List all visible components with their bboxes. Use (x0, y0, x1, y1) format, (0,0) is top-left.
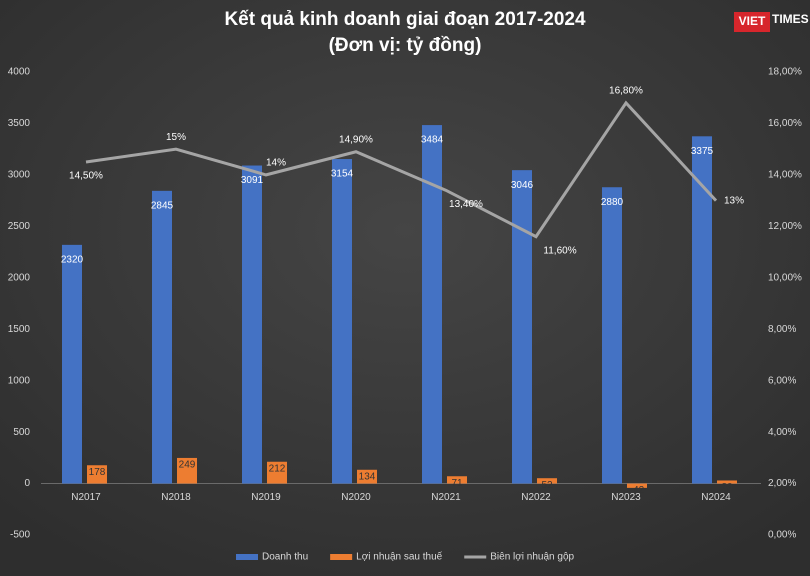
y-tick-label: 3000 (8, 170, 31, 181)
y-tick-label: 1500 (8, 324, 31, 335)
bar (692, 136, 712, 484)
bar (357, 469, 377, 484)
x-tick-label: N2021 (431, 492, 461, 503)
y2-tick-label: 16,00% (768, 118, 802, 129)
bar (62, 244, 82, 484)
bar-value-label: 3046 (511, 180, 534, 191)
x-tick-label: N2023 (611, 492, 641, 503)
bar-value-label: 2845 (151, 200, 174, 211)
y2-tick-label: 14,00% (768, 170, 802, 181)
bar (332, 159, 352, 484)
line-value-label: 16,80% (609, 86, 643, 97)
line-value-label: 13% (724, 195, 744, 206)
bar (602, 187, 622, 484)
y2-tick-label: 10,00% (768, 272, 802, 283)
y-tick-label: 3500 (8, 118, 31, 129)
bar-value-label: 71 (451, 478, 463, 489)
bar (447, 476, 467, 484)
y-tick-label: 2000 (8, 272, 31, 283)
bar (512, 170, 532, 484)
y2-tick-label: 6,00% (768, 375, 796, 386)
line-value-label: 13,40% (449, 199, 483, 210)
bar-value-label: 3484 (421, 135, 444, 146)
line-value-label: 14,50% (69, 171, 103, 182)
line-value-label: 11,60% (543, 245, 576, 256)
line-value-label: 14% (266, 158, 286, 169)
y-tick-label: 4000 (8, 67, 31, 78)
y-tick-label: 500 (13, 427, 30, 438)
logo-viet: VIET (739, 14, 766, 28)
bar-value-label: 3375 (691, 146, 714, 157)
y2-tick-label: 18,00% (768, 67, 802, 78)
bar (267, 461, 287, 484)
x-tick-label: N2019 (251, 492, 281, 503)
x-tick-label: N2018 (161, 492, 191, 503)
line-value-label: 14,90% (339, 134, 373, 145)
bar-value-label: 3091 (241, 175, 264, 186)
x-tick-label: N2017 (71, 492, 101, 503)
bar (177, 457, 197, 484)
legend-swatch (330, 554, 353, 560)
y2-tick-label: 2,00% (768, 478, 796, 489)
logo-box (734, 12, 770, 32)
bar-value-label: -42 (630, 485, 645, 496)
y-tick-label: 2500 (8, 221, 31, 232)
x-tick-label: N2022 (521, 492, 551, 503)
bar (242, 165, 262, 484)
bar (717, 480, 737, 484)
bar-value-label: 2880 (601, 197, 624, 208)
bar-value-label: 249 (179, 460, 196, 471)
bar-value-label: 52 (541, 480, 553, 491)
y2-tick-label: 12,00% (768, 221, 802, 232)
bar-value-label: 178 (89, 467, 106, 478)
logo-times: TIMES (772, 12, 809, 26)
x-tick-label: N2024 (701, 492, 731, 503)
bar-value-label: 2320 (61, 254, 84, 265)
bar (152, 190, 172, 484)
x-tick-label: N2020 (341, 492, 371, 503)
chart-title: Kết quả kinh doanh giai đoạn 2017-2024 (224, 9, 586, 30)
legend-label: Lợi nhuận sau thuế (356, 551, 443, 563)
bar (87, 465, 107, 484)
y2-tick-label: 4,00% (768, 427, 796, 438)
line-value-label: 15% (166, 132, 186, 143)
bar-value-label: 212 (269, 463, 286, 474)
legend-label: Doanh thu (262, 552, 308, 563)
y-tick-label: 1000 (8, 375, 31, 386)
legend-swatch (236, 554, 258, 560)
y2-tick-label: 8,00% (768, 324, 796, 335)
chart-subtitle: (Đơn vị: tỷ đồng) (329, 35, 482, 56)
bar (627, 483, 647, 488)
line (85, 100, 718, 239)
y-tick-label: -500 (10, 530, 30, 541)
y-tick-label: 0 (24, 478, 30, 489)
bar (537, 478, 557, 484)
bar-value-label: 3154 (331, 169, 354, 180)
bar-value-label: 30 (721, 482, 733, 493)
legend-label: Biên lợi nhuận gộp (490, 552, 574, 563)
y2-tick-label: 0,00% (768, 530, 796, 541)
bar (422, 125, 442, 484)
bar-value-label: 134 (359, 471, 376, 482)
